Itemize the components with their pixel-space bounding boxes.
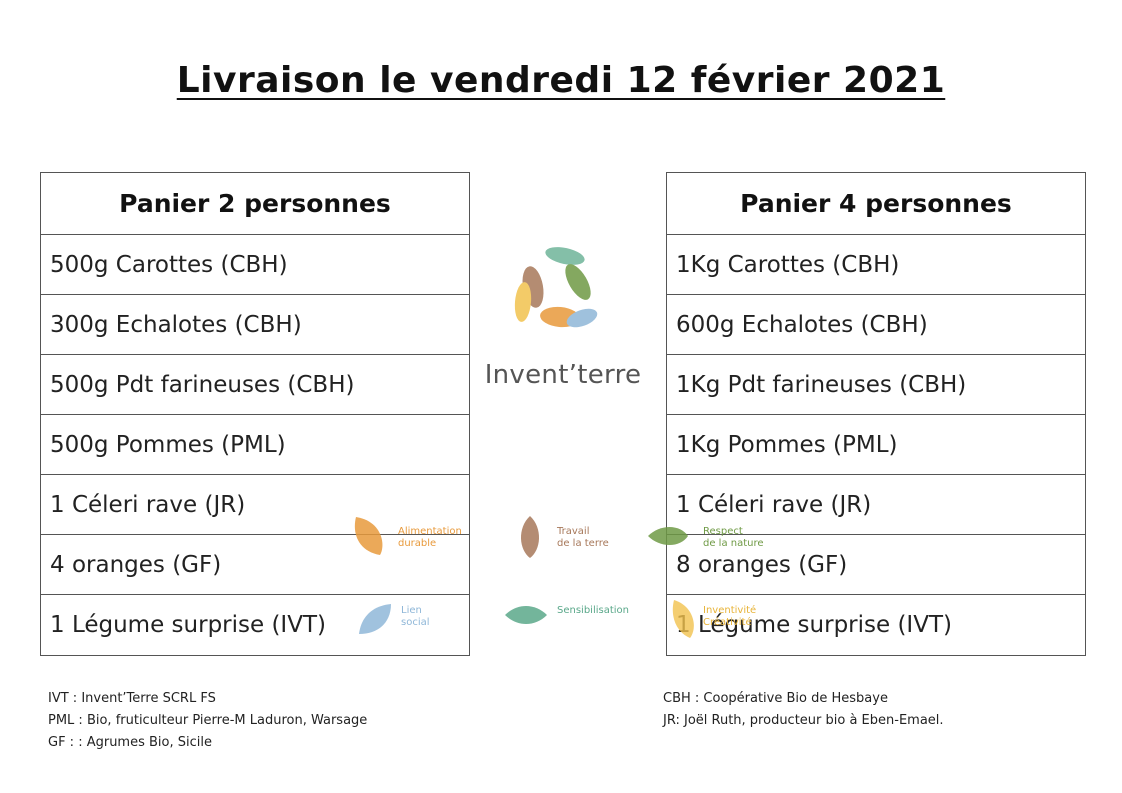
basket-2-item: 1 Légume surprise (IVT) bbox=[50, 612, 326, 638]
basket-4-header: Panier 4 personnes bbox=[667, 173, 1085, 235]
basket-4-item: 1Kg Pommes (PML) bbox=[667, 415, 1085, 475]
legend-note: PML : Bio, fruticulteur Pierre-M Laduron… bbox=[48, 713, 368, 728]
basket-4-item: 1 Céleri rave (JR) bbox=[667, 475, 1085, 535]
value-respect-de-la-nature: Respect de la nature bbox=[703, 526, 764, 549]
basket-2-item: 1 Céleri rave (JR) bbox=[41, 475, 469, 535]
basket-4-item: 600g Echalotes (CBH) bbox=[667, 295, 1085, 355]
green-leaf-icon bbox=[648, 527, 688, 545]
basket-2-header: Panier 2 personnes bbox=[41, 173, 469, 235]
value-alimentation-durable: Alimentation durable bbox=[398, 526, 462, 549]
legend-note: CBH : Coopérative Bio de Hesbaye bbox=[663, 691, 888, 706]
legend-note: GF : : Agrumes Bio, Sicile bbox=[48, 735, 212, 750]
basket-4-item: 1Kg Pdt farineuses (CBH) bbox=[667, 355, 1085, 415]
legend-notes-right: CBH : Coopérative Bio de Hesbaye JR: Joë… bbox=[663, 688, 944, 732]
orange-leaf-icon bbox=[354, 517, 383, 555]
legend-note: JR: Joël Ruth, producteur bio à Eben-Ema… bbox=[663, 713, 944, 728]
legend-notes-left: IVT : Invent’Terre SCRL FS PML : Bio, fr… bbox=[48, 688, 367, 754]
brand-name: Invent’terre bbox=[484, 360, 642, 390]
basket-4-item: 8 oranges (GF) bbox=[667, 535, 1085, 595]
teal-leaf-icon bbox=[505, 606, 547, 624]
basket-2-item: 500g Pommes (PML) bbox=[41, 415, 469, 475]
value-inventivite-creativite: Inventivité Créativité bbox=[703, 605, 757, 628]
basket-2-item: 300g Echalotes (CBH) bbox=[41, 295, 469, 355]
basket-4-table: Panier 4 personnes 1Kg Carottes (CBH) 60… bbox=[666, 172, 1086, 656]
value-lien-social: Lien social bbox=[401, 605, 430, 628]
value-travail-de-la-terre: Travail de la terre bbox=[557, 526, 609, 549]
basket-4-item: 1 Légume surprise (IVT) bbox=[676, 612, 952, 638]
basket-2-table: Panier 2 personnes 500g Carottes (CBH) 3… bbox=[40, 172, 470, 656]
yellow-leaf-icon bbox=[672, 600, 694, 638]
basket-4-item: 1Kg Carottes (CBH) bbox=[667, 235, 1085, 295]
basket-2-item: 500g Carottes (CBH) bbox=[41, 235, 469, 295]
blue-leaf-icon bbox=[359, 604, 391, 634]
legend-note: IVT : Invent’Terre SCRL FS bbox=[48, 691, 216, 706]
basket-2-item: 4 oranges (GF) bbox=[41, 535, 469, 595]
page-title: Livraison le vendredi 12 février 2021 bbox=[176, 60, 946, 101]
basket-2-item: 500g Pdt farineuses (CBH) bbox=[41, 355, 469, 415]
brown-leaf-icon bbox=[520, 516, 540, 558]
inventterre-logo-icon bbox=[514, 247, 598, 328]
value-sensibilisation: Sensibilisation bbox=[557, 605, 630, 616]
